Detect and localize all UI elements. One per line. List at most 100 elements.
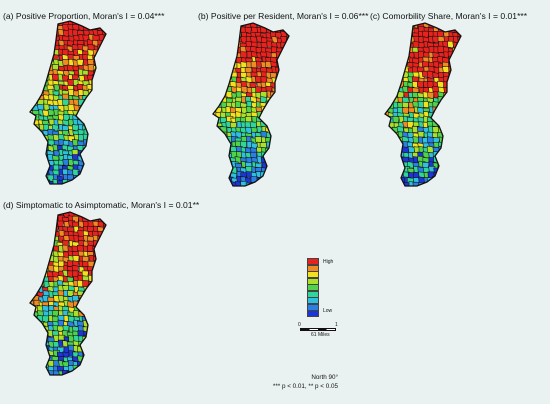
municipality (87, 360, 95, 368)
municipality (30, 345, 35, 354)
municipality (103, 230, 106, 238)
municipality (385, 117, 389, 125)
municipality (92, 149, 101, 157)
municipality (265, 151, 273, 160)
municipality (213, 91, 218, 99)
municipality (53, 376, 60, 383)
municipality (453, 116, 461, 124)
municipality (62, 158, 70, 166)
municipality (215, 161, 223, 169)
municipality (392, 45, 400, 53)
municipality (266, 112, 274, 120)
municipality (280, 66, 288, 74)
municipality (403, 26, 411, 34)
municipality (416, 80, 425, 88)
municipality (102, 361, 106, 369)
municipality (453, 182, 461, 186)
municipality (276, 177, 284, 185)
municipality (48, 24, 56, 32)
municipality (30, 281, 35, 289)
municipality (98, 340, 106, 348)
municipality (426, 136, 435, 144)
municipality (87, 311, 95, 319)
municipality (33, 150, 41, 158)
municipality (457, 86, 461, 94)
municipality (48, 220, 56, 228)
municipality (32, 221, 40, 229)
municipality (38, 365, 46, 373)
municipality (92, 99, 100, 108)
municipality (385, 41, 390, 49)
municipality (43, 49, 51, 57)
municipality (271, 161, 279, 169)
municipality (388, 91, 396, 99)
municipality (32, 365, 40, 373)
municipality (37, 239, 45, 247)
municipality (102, 314, 106, 323)
municipality (103, 170, 106, 178)
municipality (442, 182, 450, 186)
municipality (36, 346, 45, 354)
municipality (215, 76, 223, 85)
municipality (102, 134, 106, 142)
municipality (103, 100, 106, 108)
municipality (96, 145, 104, 153)
municipality (448, 23, 456, 29)
municipality (458, 106, 461, 114)
municipality (30, 244, 34, 253)
municipality (98, 110, 106, 118)
municipality (98, 251, 106, 259)
municipality (447, 155, 455, 164)
municipality (38, 64, 46, 72)
municipality (270, 170, 278, 179)
municipality (32, 351, 41, 359)
municipality (391, 72, 399, 80)
municipality (438, 106, 446, 114)
municipality (103, 89, 106, 98)
municipality (387, 71, 395, 79)
scale-end-label: 1 (335, 322, 338, 328)
north-arrow-label: North 90° (311, 374, 338, 381)
municipality (44, 376, 51, 383)
municipality (407, 146, 415, 154)
municipality (88, 325, 96, 333)
municipality (79, 376, 86, 383)
municipality (426, 70, 434, 78)
municipality (98, 129, 106, 137)
municipality (73, 377, 80, 384)
municipality (92, 335, 100, 343)
municipality (83, 115, 91, 123)
municipality (31, 90, 39, 98)
municipality (32, 145, 40, 153)
panel-title-a: (a) Positive Proportion, Moran's I = 0.0… (3, 11, 165, 21)
municipality (30, 129, 36, 138)
municipality (432, 185, 440, 186)
municipality (220, 135, 228, 143)
municipality (103, 212, 106, 219)
municipality (103, 154, 106, 162)
municipality (271, 151, 279, 159)
municipality (442, 96, 450, 104)
municipality (387, 23, 395, 30)
panel-title-c: (c) Comorbility Share, Moran's I = 0.01*… (370, 11, 528, 21)
municipality (458, 151, 461, 159)
municipality (37, 236, 45, 244)
municipality (48, 183, 56, 184)
municipality (33, 249, 41, 258)
municipality (270, 157, 279, 165)
municipality (215, 171, 223, 180)
municipality (87, 140, 95, 148)
municipality (392, 26, 400, 34)
municipality (447, 126, 455, 134)
municipality (264, 105, 272, 113)
municipality (83, 304, 91, 312)
municipality (47, 234, 55, 242)
municipality (452, 185, 460, 186)
municipality (215, 56, 223, 64)
municipality (33, 239, 41, 248)
municipality (88, 114, 96, 122)
municipality (98, 284, 106, 293)
municipality (33, 271, 41, 279)
municipality (385, 156, 389, 164)
municipality (392, 76, 400, 84)
